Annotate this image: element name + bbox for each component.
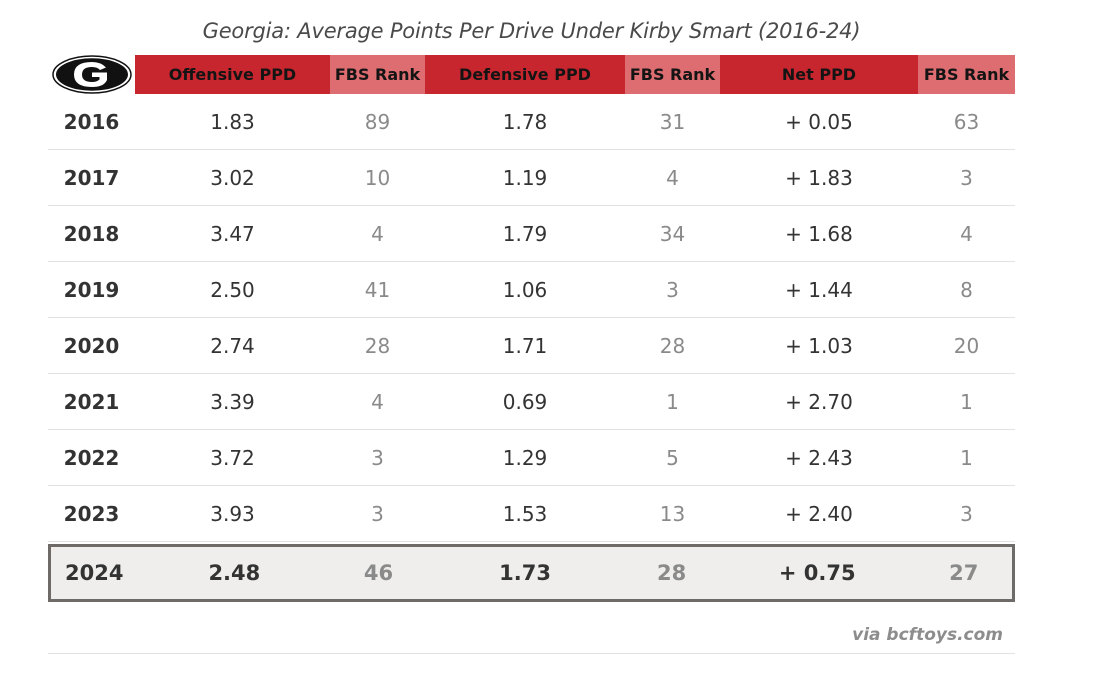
net-rank-cell: 3 (960, 501, 973, 526)
offensive-ppd-cell: 3.47 (210, 221, 255, 246)
year-cell: 2024 (65, 561, 124, 585)
defensive-rank-cell: 34 (659, 221, 686, 246)
defensive-ppd-cell: 1.79 (502, 221, 548, 246)
year-cell: 2022 (63, 445, 120, 470)
header-defensive-rank: FBS Rank (625, 55, 720, 94)
net-ppd-cell: + 1.83 (785, 165, 853, 190)
defensive-ppd-cell: 1.73 (499, 561, 551, 585)
net-ppd-cell: + 1.44 (785, 277, 853, 302)
header-defensive-ppd: Defensive PPD (425, 55, 625, 94)
table-row: 2017 3.02 10 1.19 4 + 1.83 3 (48, 150, 1015, 206)
defensive-ppd-cell: 1.53 (502, 501, 548, 526)
header-offensive-ppd: Offensive PPD (135, 55, 330, 94)
source-credit: via bcftoys.com (852, 625, 1003, 645)
defensive-rank-cell: 28 (659, 333, 686, 358)
table-row: 2022 3.72 3 1.29 5 + 2.43 1 (48, 430, 1015, 486)
year-cell: 2016 (63, 109, 120, 134)
table-body: 2016 1.83 89 1.78 31 + 0.05 63 2017 3.02 10 1.19 4 +… (48, 94, 1015, 602)
net-ppd-cell: + 0.75 (778, 561, 856, 585)
net-ppd-cell: + 2.43 (785, 445, 853, 470)
offensive-rank-cell: 4 (371, 389, 384, 414)
header-row: Offensive PPD FBS Rank Defensive PPD FBS… (48, 55, 1015, 94)
table-row: 2018 3.47 4 1.79 34 + 1.68 4 (48, 206, 1015, 262)
offensive-rank-cell: 89 (364, 109, 391, 134)
offensive-rank-cell: 3 (371, 501, 384, 526)
offensive-rank-cell: 3 (371, 445, 384, 470)
year-cell: 2021 (63, 389, 120, 414)
table-row: 2019 2.50 41 1.06 3 + 1.44 8 (48, 262, 1015, 318)
net-rank-cell: 4 (960, 221, 973, 246)
year-cell: 2019 (63, 277, 120, 302)
year-cell: 2023 (63, 501, 120, 526)
table-row: 2016 1.83 89 1.78 31 + 0.05 63 (48, 94, 1015, 150)
net-rank-cell: 1 (960, 389, 973, 414)
net-ppd-cell: + 1.68 (785, 221, 853, 246)
offensive-rank-cell: 28 (364, 333, 391, 358)
bottom-divider (48, 653, 1015, 654)
header-net-rank: FBS Rank (918, 55, 1015, 94)
offensive-ppd-cell: 2.74 (210, 333, 255, 358)
defensive-ppd-cell: 1.78 (502, 109, 548, 134)
defensive-rank-cell: 5 (666, 445, 679, 470)
defensive-ppd-cell: 1.71 (502, 333, 548, 358)
offensive-ppd-cell: 3.39 (210, 389, 255, 414)
defensive-rank-cell: 31 (659, 109, 686, 134)
chart-title: Georgia: Average Points Per Drive Under … (202, 19, 861, 43)
offensive-rank-cell: 41 (364, 277, 391, 302)
defensive-ppd-cell: 1.29 (502, 445, 548, 470)
header-offensive-rank: FBS Rank (330, 55, 425, 94)
offensive-rank-cell: 4 (371, 221, 384, 246)
net-ppd-cell: + 1.03 (785, 333, 853, 358)
offensive-ppd-cell: 3.02 (210, 165, 255, 190)
offensive-ppd-cell: 2.48 (208, 561, 261, 585)
table-row: 2021 3.39 4 0.69 1 + 2.70 1 (48, 374, 1015, 430)
net-rank-cell: 63 (953, 109, 980, 134)
net-rank-cell: 8 (960, 277, 973, 302)
defensive-ppd-cell: 0.69 (502, 389, 548, 414)
defensive-rank-cell: 13 (659, 501, 686, 526)
defensive-rank-cell: 1 (666, 389, 679, 414)
georgia-g-logo-icon (51, 55, 132, 94)
defensive-rank-cell: 4 (666, 165, 679, 190)
offensive-rank-cell: 46 (363, 561, 394, 585)
net-rank-cell: 1 (960, 445, 973, 470)
offensive-rank-cell: 10 (364, 165, 391, 190)
defensive-ppd-cell: 1.19 (502, 165, 548, 190)
net-rank-cell: 3 (960, 165, 973, 190)
logo-cell (48, 55, 135, 94)
defensive-rank-cell: 3 (666, 277, 679, 302)
net-rank-cell: 20 (953, 333, 980, 358)
table-row: 2020 2.74 28 1.71 28 + 1.03 20 (48, 318, 1015, 374)
year-cell: 2020 (63, 333, 120, 358)
offensive-ppd-cell: 3.93 (210, 501, 255, 526)
defensive-rank-cell: 28 (657, 561, 687, 585)
net-ppd-cell: + 2.70 (785, 389, 853, 414)
defensive-ppd-cell: 1.06 (502, 277, 548, 302)
offensive-ppd-cell: 2.50 (210, 277, 255, 302)
ppd-table: Offensive PPD FBS Rank Defensive PPD FBS… (48, 55, 1015, 602)
highlighted-table-row: 2024 2.48 46 1.73 28 + 0.75 27 (48, 544, 1015, 602)
net-rank-cell: 27 (949, 561, 979, 585)
net-ppd-cell: + 2.40 (785, 501, 853, 526)
offensive-ppd-cell: 1.83 (210, 109, 255, 134)
year-cell: 2017 (63, 165, 120, 190)
year-cell: 2018 (63, 221, 120, 246)
offensive-ppd-cell: 3.72 (210, 445, 255, 470)
table-row: 2023 3.93 3 1.53 13 + 2.40 3 (48, 486, 1015, 542)
header-net-ppd: Net PPD (720, 55, 918, 94)
net-ppd-cell: + 0.05 (785, 109, 853, 134)
